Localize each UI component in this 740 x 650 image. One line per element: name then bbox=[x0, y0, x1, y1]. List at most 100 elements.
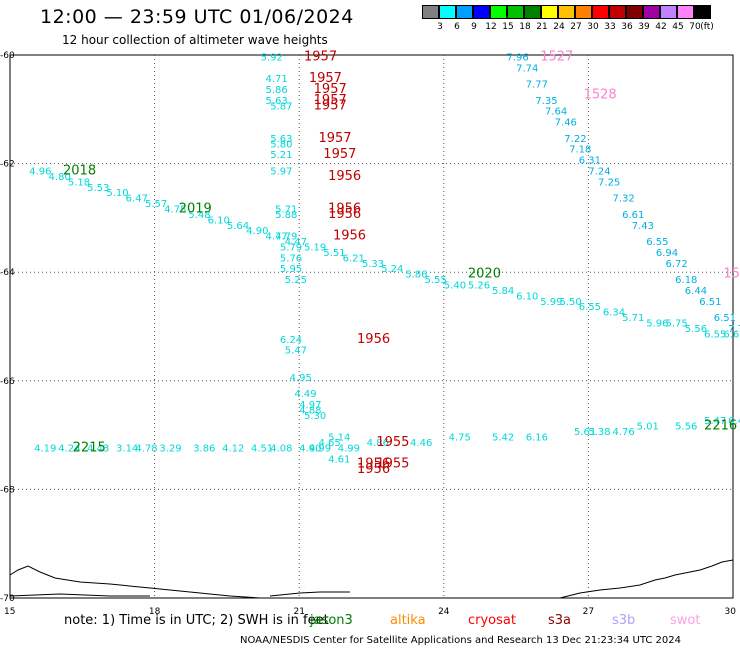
pass-time-label: 1957 bbox=[314, 93, 347, 108]
lon-tick-label: 18 bbox=[149, 607, 161, 617]
scale-label: 21 bbox=[536, 22, 548, 32]
swh-value: 5.24 bbox=[381, 264, 403, 275]
scale-swatch bbox=[507, 5, 524, 19]
swh-value: 4.99 bbox=[309, 443, 331, 454]
map-subtitle: 12 hour collection of altimeter wave hei… bbox=[62, 33, 328, 47]
scale-label: 33 bbox=[604, 22, 616, 32]
scale-label: 3 bbox=[437, 22, 443, 32]
lat-tick-label: -68 bbox=[0, 485, 15, 495]
swh-value: 5.40 bbox=[444, 280, 466, 291]
swh-value: 7.25 bbox=[598, 177, 620, 188]
pass-time-label: 1957 bbox=[309, 71, 342, 86]
swh-value: 4.19 bbox=[34, 443, 56, 454]
swh-value: 5.64 bbox=[227, 221, 249, 232]
legend-s3a: s3a bbox=[548, 613, 572, 628]
swh-value: 5.47 bbox=[704, 416, 726, 427]
swh-value: 5.48 bbox=[188, 210, 210, 221]
swh-value: 6.44 bbox=[685, 286, 707, 297]
swh-value: 6.55 bbox=[579, 302, 601, 313]
scale-unit: (ft) bbox=[700, 22, 714, 32]
swh-value: 5.26 bbox=[468, 280, 490, 291]
swh-value: 5.30 bbox=[304, 411, 326, 422]
swh-value: 7.22 bbox=[564, 134, 586, 145]
swh-value: 6.55 bbox=[704, 329, 726, 340]
swh-value: 5.88 bbox=[275, 210, 297, 221]
legend-cryosat: cryosat bbox=[468, 613, 516, 628]
swh-value: 6.34 bbox=[603, 308, 625, 319]
swh-value: 4.61 bbox=[328, 454, 350, 465]
swh-value: 4.49 bbox=[294, 389, 316, 400]
swh-value: 5.99 bbox=[540, 297, 562, 308]
pass-time-label: 1529 bbox=[723, 267, 740, 282]
legend-jason3: jason3 bbox=[310, 613, 353, 628]
lat-tick-label: -60 bbox=[0, 51, 15, 61]
swh-value: 5.56 bbox=[675, 422, 697, 433]
lon-tick-label: 24 bbox=[438, 607, 450, 617]
swh-value: 4.90 bbox=[246, 226, 268, 237]
swh-value: 5.51 bbox=[323, 248, 345, 259]
scale-label: 70 bbox=[689, 22, 701, 32]
pass-time-label: 1957 bbox=[314, 98, 347, 113]
swh-value: 5.50 bbox=[559, 297, 581, 308]
pass-time-label: 1955 bbox=[376, 457, 409, 472]
swh-value: 5.79 bbox=[280, 242, 302, 253]
swh-value: 4.46 bbox=[410, 438, 432, 449]
swh-value: 6.10 bbox=[208, 215, 230, 226]
swh-value: 4.43 bbox=[87, 443, 109, 454]
scale-swatch bbox=[677, 5, 694, 19]
swh-value: 5.47 bbox=[285, 346, 307, 357]
swh-value: 4.86 bbox=[367, 438, 389, 449]
scale-swatch bbox=[626, 5, 643, 19]
lat-tick-label: -64 bbox=[0, 268, 15, 278]
swh-value: 5.61 bbox=[574, 427, 596, 438]
swh-value: 6.31 bbox=[579, 156, 601, 167]
swh-value: 4.99 bbox=[338, 443, 360, 454]
swh-value: 7.43 bbox=[632, 221, 654, 232]
map-frame bbox=[9, 54, 734, 599]
swh-value: 4.97 bbox=[299, 400, 321, 411]
scale-swatch bbox=[524, 5, 541, 19]
swh-value: 5.76 bbox=[280, 253, 302, 264]
swh-value: 7.24 bbox=[588, 166, 610, 177]
swh-value: 4.88 bbox=[299, 405, 321, 416]
swh-value: 7.96 bbox=[506, 52, 528, 63]
lon-tick-label: 15 bbox=[4, 607, 15, 617]
scale-swatch bbox=[643, 5, 660, 19]
pass-time-label: 1955 bbox=[376, 435, 409, 450]
lon-tick-label: 27 bbox=[583, 607, 594, 617]
swh-value: 5.75 bbox=[666, 319, 688, 330]
pass-time-label: 2216 bbox=[704, 419, 737, 434]
scale-swatch bbox=[541, 5, 558, 19]
swh-value: 5.84 bbox=[492, 286, 514, 297]
swh-value: 5.71 bbox=[275, 204, 297, 215]
pass-time-label: 1528 bbox=[584, 87, 617, 102]
lat-tick-label: -70 bbox=[0, 594, 15, 604]
legend-altika: altika bbox=[390, 613, 426, 628]
swh-value: 7.7 bbox=[728, 324, 740, 335]
pass-time-label: 1957 bbox=[318, 131, 351, 146]
pass-time-label: 1956 bbox=[357, 457, 390, 472]
swh-value: 4.96 bbox=[29, 166, 51, 177]
scale-label: 12 bbox=[485, 22, 497, 32]
swh-value: 7.35 bbox=[535, 96, 557, 107]
swh-value: 5.42 bbox=[492, 433, 514, 444]
scale-label: 15 bbox=[502, 22, 514, 32]
swh-value: 7.64 bbox=[545, 107, 567, 118]
swh-value: 7.74 bbox=[516, 63, 538, 74]
swh-value: 6.47 bbox=[728, 416, 740, 427]
scale-swatch bbox=[490, 5, 507, 19]
scale-label: 9 bbox=[471, 22, 477, 32]
note-text: note: 1) Time is in UTC; 2) SWH is in fe… bbox=[64, 613, 329, 628]
swh-value: 4.80 bbox=[49, 172, 71, 183]
swh-value: 4.71 bbox=[265, 74, 287, 85]
scale-swatch bbox=[473, 5, 490, 19]
credit-line: NOAA/NESDIS Center for Satellite Applica… bbox=[240, 635, 682, 646]
map-title: 12:00 — 23:59 UTC 01/06/2024 bbox=[40, 6, 354, 28]
swh-value: 4.77 bbox=[265, 232, 287, 243]
scale-label: 39 bbox=[638, 22, 650, 32]
scale-swatch bbox=[609, 5, 626, 19]
swh-value: 5.10 bbox=[106, 188, 128, 199]
legend-s3b: s3b bbox=[612, 613, 636, 628]
swh-value: 4.76 bbox=[613, 427, 635, 438]
